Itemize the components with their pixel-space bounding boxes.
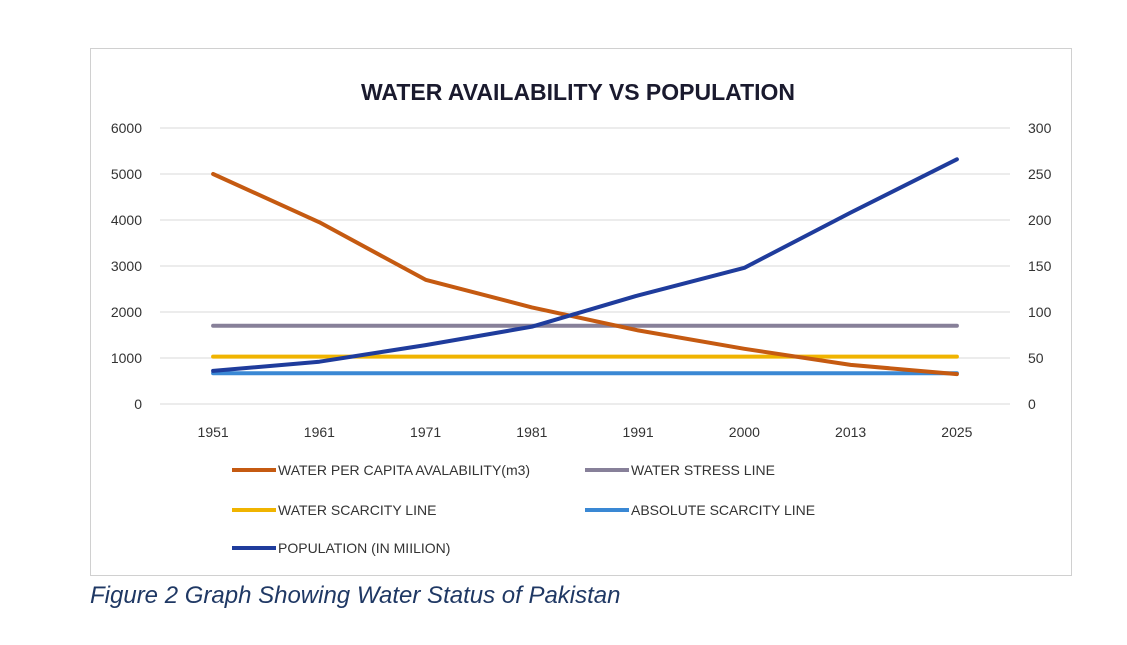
y-left-tick-label: 4000	[111, 212, 142, 228]
y-left-tick-label: 2000	[111, 304, 142, 320]
chart-title: WATER AVAILABILITY VS POPULATION	[361, 79, 795, 105]
x-tick-label: 1961	[304, 424, 335, 440]
y-right-tick-label: 100	[1028, 304, 1052, 320]
series-line-population-in-miilion	[211, 157, 959, 373]
x-tick-label: 2000	[729, 424, 760, 440]
y-right-tick-label: 50	[1028, 350, 1044, 366]
x-tick-label: 1951	[198, 424, 229, 440]
legend-label: POPULATION (IN MIILION)	[278, 540, 450, 556]
y-left-tick-label: 6000	[111, 120, 142, 136]
line-chart: WATER AVAILABILITY VS POPULATION 6000500…	[111, 79, 1052, 556]
x-tick-label: 1991	[623, 424, 654, 440]
y-right-tick-label: 250	[1028, 166, 1052, 182]
y-left-tick-label: 0	[134, 396, 142, 412]
y-right-tick-label: 200	[1028, 212, 1052, 228]
x-tick-label: 2025	[941, 424, 972, 440]
series-line-water-per-capita-avalability-m3	[211, 172, 959, 377]
x-tick-label: 1981	[516, 424, 547, 440]
x-tick-label: 1971	[410, 424, 441, 440]
legend-label: WATER STRESS LINE	[631, 462, 775, 478]
y-left-tick-label: 3000	[111, 258, 142, 274]
y-left-tick-label: 5000	[111, 166, 142, 182]
legend-label: WATER PER CAPITA AVALABILITY(m3)	[278, 462, 530, 478]
y-left-tick-label: 1000	[111, 350, 142, 366]
y-right-tick-label: 150	[1028, 258, 1052, 274]
y-right-tick-label: 300	[1028, 120, 1052, 136]
figure-caption: Figure 2 Graph Showing Water Status of P…	[90, 582, 621, 609]
x-tick-label: 2013	[835, 424, 866, 440]
legend-label: ABSOLUTE SCARCITY LINE	[631, 502, 815, 518]
y-right-tick-label: 0	[1028, 396, 1036, 412]
legend-label: WATER SCARCITY LINE	[278, 502, 436, 518]
